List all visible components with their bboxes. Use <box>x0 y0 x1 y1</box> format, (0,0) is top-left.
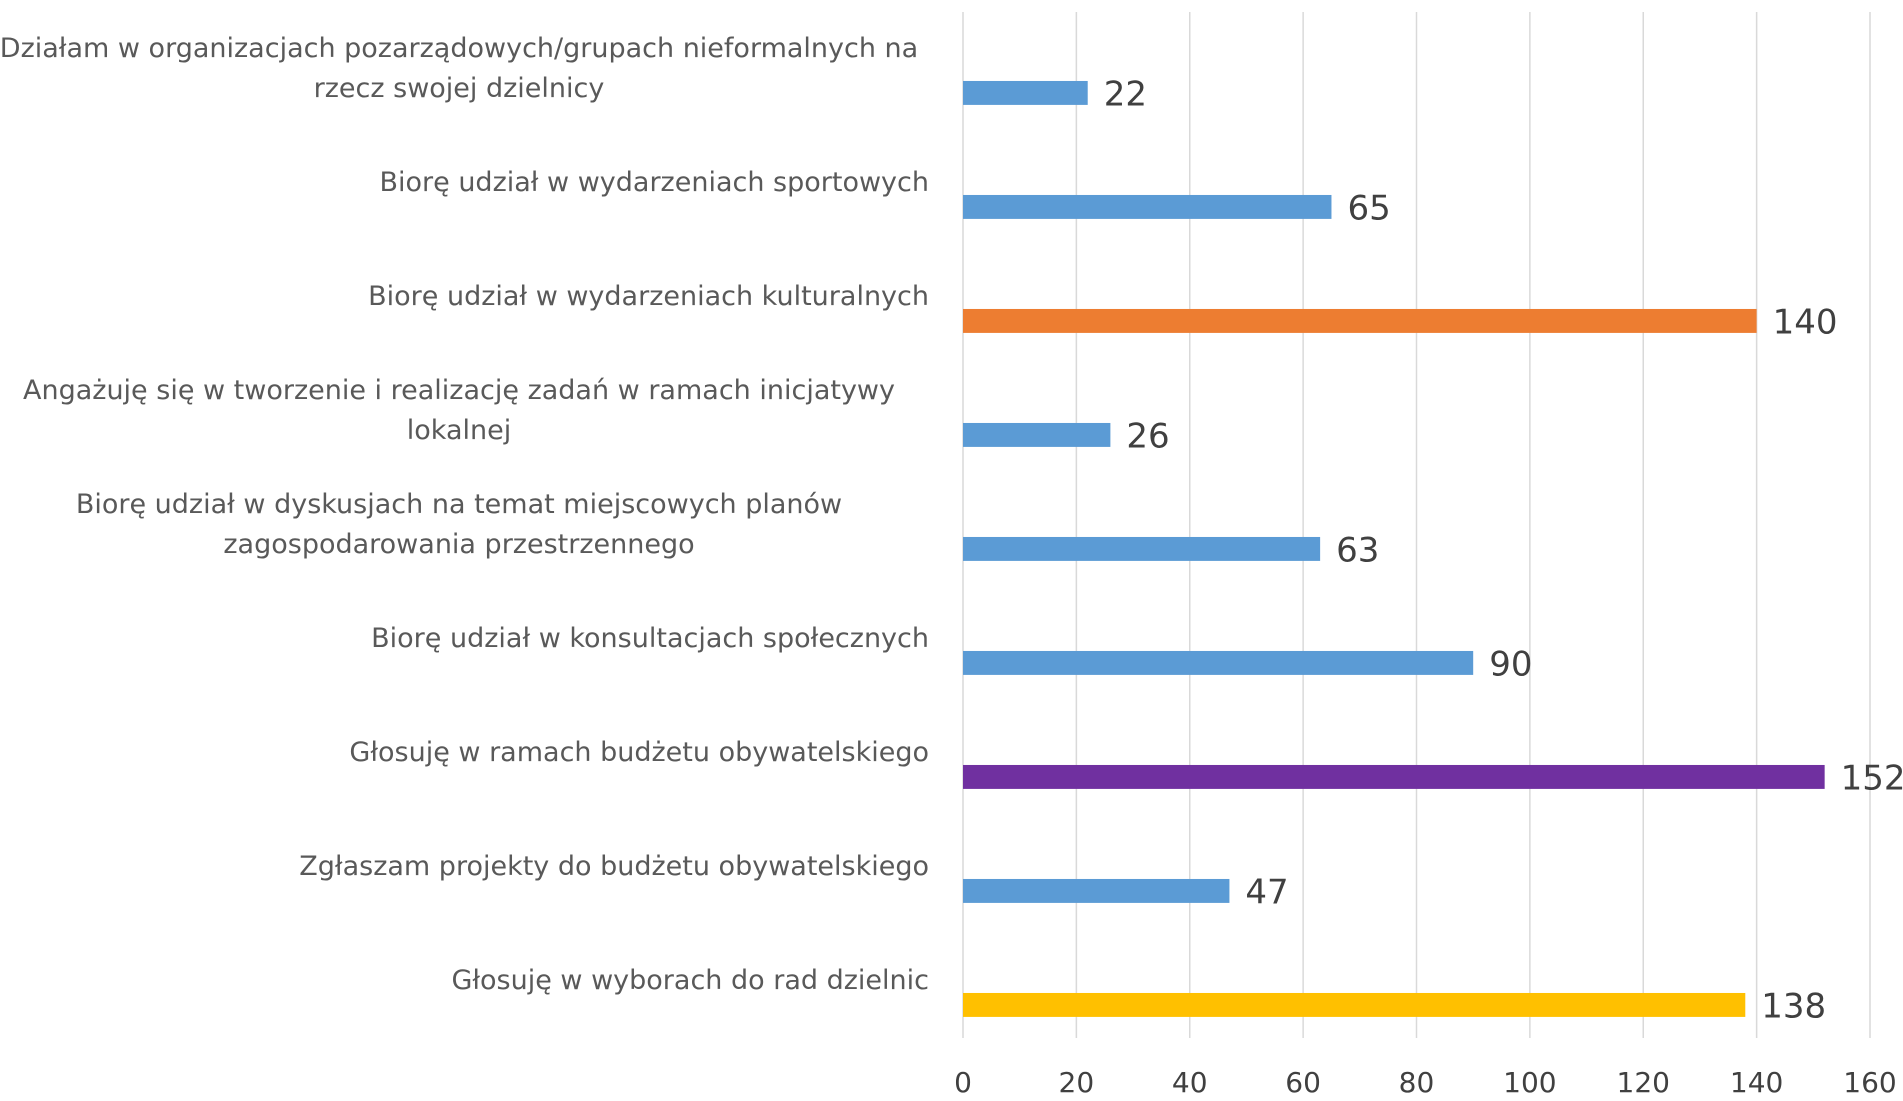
category-label: Angażuję się w tworzenie i realizację za… <box>0 354 929 468</box>
category-text: Biorę udział w wydarzeniach sportowych <box>379 167 929 198</box>
value-label: 90 <box>1489 644 1532 684</box>
value-label: 152 <box>1841 758 1903 798</box>
value-label: 65 <box>1347 188 1390 228</box>
bar <box>963 878 1230 903</box>
x-tick-label: 140 <box>1730 1066 1783 1099</box>
category-label: Głosuję w ramach budżetu obywatelskiego <box>0 696 929 810</box>
category-label: Biorę udział w wydarzeniach kulturalnych <box>0 240 929 354</box>
bar <box>963 80 1088 105</box>
bar <box>963 992 1746 1017</box>
category-text: Zgłaszam projekty do budżetu obywatelski… <box>299 851 929 882</box>
value-label: 47 <box>1245 872 1288 912</box>
x-tick-label: 60 <box>1285 1066 1321 1099</box>
value-label: 22 <box>1104 74 1147 114</box>
category-text: Głosuję w ramach budżetu obywatelskiego <box>349 737 929 768</box>
category-text: Biorę udział w dyskusjach na temat miejs… <box>75 489 843 560</box>
bar <box>963 422 1111 447</box>
category-text: Biorę udział w wydarzeniach kulturalnych <box>368 281 929 312</box>
category-label: Biorę udział w dyskusjach na temat miejs… <box>0 468 929 582</box>
category-text: Angażuję się w tworzenie i realizację za… <box>23 375 895 446</box>
value-label: 63 <box>1336 530 1379 570</box>
value-label: 26 <box>1126 416 1169 456</box>
category-label: Głosuję w wyborach do rad dzielnic <box>0 924 929 1038</box>
category-label: Biorę udział w wydarzeniach sportowych <box>0 126 929 240</box>
x-tick-label: 40 <box>1172 1066 1208 1099</box>
category-text: Działam w organizacjach pozarządowych/gr… <box>0 33 919 104</box>
bar <box>963 536 1321 561</box>
value-label: 140 <box>1773 302 1838 342</box>
category-label: Biorę udział w konsultacjach społecznych <box>0 582 929 696</box>
bar <box>963 650 1474 675</box>
bar <box>963 194 1332 219</box>
value-label: 138 <box>1761 986 1826 1026</box>
category-label: Działam w organizacjach pozarządowych/gr… <box>0 12 929 126</box>
category-text: Biorę udział w konsultacjach społecznych <box>371 623 929 654</box>
x-tick-label: 160 <box>1843 1066 1896 1099</box>
category-label: Zgłaszam projekty do budżetu obywatelski… <box>0 810 929 924</box>
x-tick-label: 80 <box>1399 1066 1435 1099</box>
x-tick-label: 120 <box>1617 1066 1670 1099</box>
x-tick-label: 20 <box>1059 1066 1095 1099</box>
bar <box>963 764 1825 789</box>
bar <box>963 308 1757 333</box>
x-tick-label: 100 <box>1503 1066 1556 1099</box>
category-text: Głosuję w wyborach do rad dzielnic <box>451 965 929 996</box>
x-tick-label: 0 <box>954 1066 972 1099</box>
